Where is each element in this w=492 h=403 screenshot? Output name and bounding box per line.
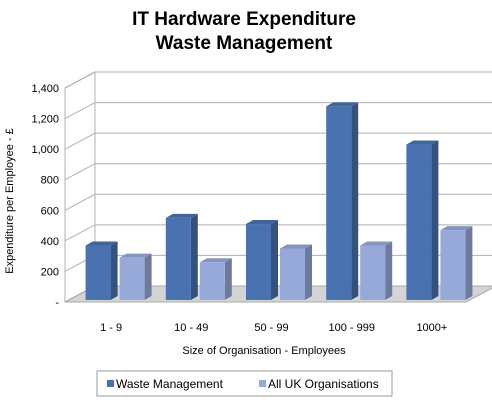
y-tick-label: 600 (41, 205, 59, 217)
x-tick-label-10-49: 10 - 49 (174, 322, 208, 334)
bar-waste-management-1000-top (406, 140, 439, 145)
bar-waste-management-10-49 (165, 217, 191, 300)
y-tick-label: - (55, 297, 59, 309)
y-tick-label: 1,000 (31, 144, 59, 156)
gridline (64, 71, 492, 89)
gridline (64, 224, 492, 242)
bar-waste-management-1-9-side (110, 241, 118, 300)
gridline (64, 163, 492, 181)
bar-all-uk-organisations-1-9-side (144, 253, 152, 300)
bar-all-uk-organisations-100-999 (360, 245, 386, 300)
y-axis-label: Expenditure per Employee - £ (4, 128, 16, 274)
bar-all-uk-organisations-50-99-top (280, 244, 312, 249)
legend-swatch-all-uk-organisations (259, 380, 266, 387)
bar-waste-management-100-999-top (326, 102, 359, 107)
x-tick-label-50-99: 50 - 99 (254, 322, 288, 334)
bar-all-uk-organisations-100-999-top (360, 241, 393, 246)
plot-area: - 200 400 600 800 1,000 1,200 1,400 1 - 9 10 - 49… (31, 71, 492, 334)
y-tick-label: 1,200 (31, 114, 59, 126)
bar-all-uk-organisations-1-9-top (119, 253, 152, 258)
bar-all-uk-organisations-1-9 (119, 257, 145, 300)
bar-waste-management-1000 (406, 144, 432, 300)
bar-all-uk-organisations-10-49 (199, 262, 225, 300)
bar-all-uk-organisations-1000-top (440, 226, 473, 231)
chart-title-line-1: IT Hardware Expenditure (132, 9, 356, 30)
bar-all-uk-organisations-50-99 (280, 248, 305, 300)
bar-waste-management-50-99 (246, 224, 271, 300)
y-tick-label: 1,400 (31, 83, 59, 95)
bar-waste-management-1-9 (85, 245, 111, 300)
x-tick-label-1-9: 1 - 9 (100, 322, 122, 334)
bar-all-uk-organisations-50-99-side (305, 244, 312, 300)
bar-all-uk-organisations-10-49-side (224, 258, 232, 300)
gridline (64, 102, 492, 120)
gridline (64, 132, 492, 150)
bar-waste-management-1000-side (431, 140, 439, 300)
legend-swatch-waste-management (107, 380, 114, 387)
bar-all-uk-organisations-10-49-top (199, 258, 232, 263)
bar-waste-management-50-99-side (271, 220, 278, 300)
bar-waste-management-100-999-side (351, 102, 359, 300)
chart-title-line-2: Waste Management (156, 33, 333, 54)
bar-all-uk-organisations-1000 (440, 230, 466, 300)
x-tick-label-1000: 1000+ (416, 322, 447, 334)
y-tick-label: 200 (41, 266, 59, 278)
y-tick-label: 800 (41, 175, 59, 187)
x-tick-label-100-999: 100 - 999 (328, 322, 374, 334)
bar-waste-management-50-99-top (246, 220, 278, 225)
legend-label-all-uk-organisations: All UK Organisations (268, 377, 379, 391)
bar-all-uk-organisations-100-999-side (385, 241, 393, 300)
legend-box (96, 370, 393, 397)
gridline (64, 193, 492, 211)
bar-all-uk-organisations-1000-side (465, 226, 473, 300)
legend: Waste Management All UK Organisations (96, 370, 393, 397)
bar-waste-management-1-9-top (85, 241, 118, 246)
y-tick-label: 400 (41, 236, 59, 248)
bar-waste-management-10-49-top (165, 213, 198, 218)
x-axis-label: Size of Organisation - Employees (182, 345, 346, 357)
bar-waste-management-10-49-side (190, 213, 198, 300)
bar-waste-management-100-999 (326, 106, 352, 300)
legend-label-waste-management: Waste Management (116, 377, 224, 391)
